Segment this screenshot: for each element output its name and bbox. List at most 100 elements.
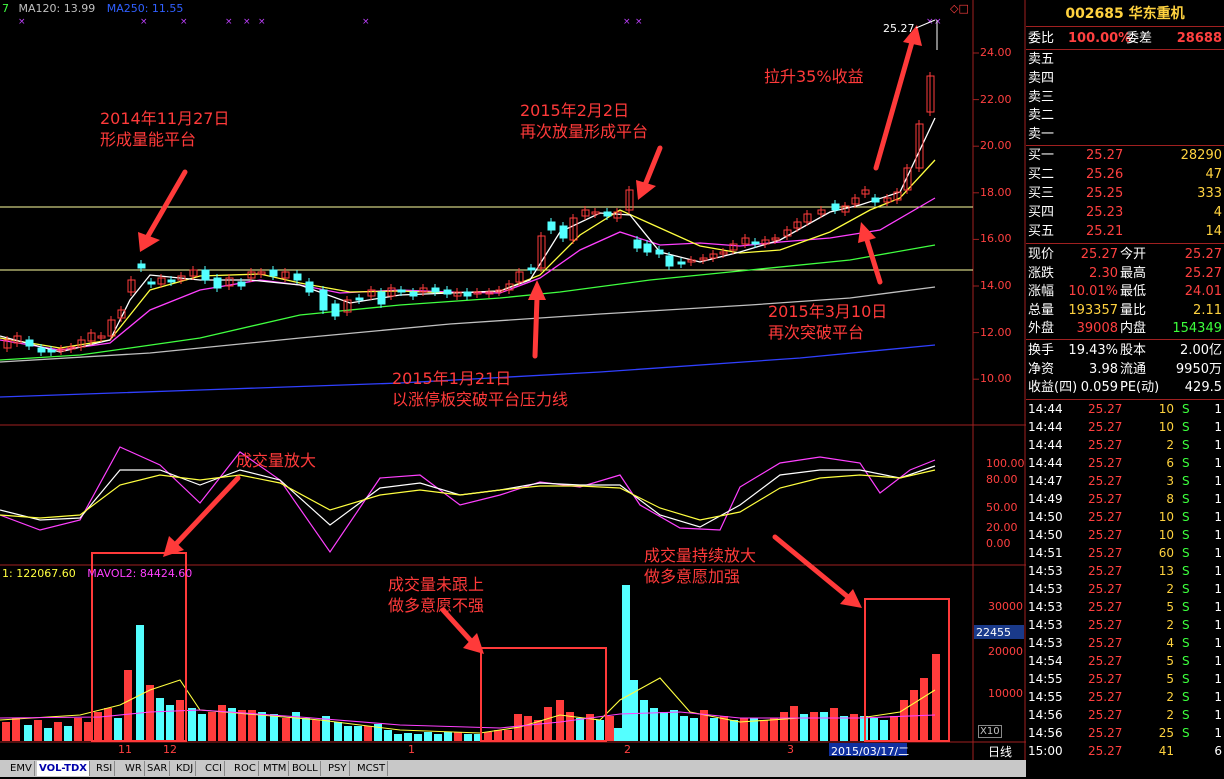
fundamental-value: 3.98 [1089, 361, 1118, 377]
volume-bar [2, 722, 10, 741]
volume-bar [104, 708, 112, 741]
fundamental-label: 股本 [1120, 343, 1147, 358]
sell-level-label: 卖二 [1028, 108, 1055, 124]
tab-mtm[interactable]: MTM [261, 761, 290, 776]
tick-price: 25.27 [1088, 438, 1123, 452]
vol-mark-box [974, 625, 1024, 639]
kline-chart-area[interactable]: ××× ××× ××× ×× [0, 0, 1026, 760]
arrow-a7 [440, 607, 475, 645]
trade-tick-row: 14:44 25.27 10 S 1 [1026, 418, 1224, 436]
quote-stat-row: 现价 25.27 今开 25.27 [1026, 246, 1224, 264]
tick-price: 25.27 [1088, 672, 1123, 686]
x10-label[interactable]: X10 [978, 725, 1002, 738]
max-price-leader [915, 19, 936, 29]
ma120-label: MA120: 13.99 [18, 2, 96, 15]
annotation-line: 2015年2月2日 [520, 101, 630, 120]
tick-side: S [1182, 618, 1190, 632]
volume-bar [622, 585, 630, 741]
tab-psy[interactable]: PSY [326, 761, 350, 776]
fundamental-label: 净资 [1028, 361, 1055, 377]
tab-roc[interactable]: ROC [232, 761, 259, 776]
quote-panel: 002685 华东重机 委比 100.00% 委差 28688 卖五 卖四 卖三 卖二… [1026, 0, 1224, 779]
annotation-line: 2015年3月10日 [768, 302, 888, 321]
candlestick [633, 239, 642, 249]
tick-count: 1 [1214, 438, 1222, 452]
x-axis-tick: 11 [118, 743, 132, 756]
tab-kdj[interactable]: KDJ [174, 761, 197, 776]
volume-bar [690, 718, 698, 741]
price-axis-tick: 12.00 [980, 325, 1012, 339]
tab-boll[interactable]: BOLL [290, 761, 321, 776]
volume-bar [544, 707, 552, 741]
vol-axis-tick: 30000 [988, 600, 1023, 613]
candlestick [3, 339, 12, 349]
volume-bar [24, 725, 32, 741]
date-box[interactable] [829, 743, 907, 756]
arrow-a5 [863, 234, 883, 285]
tick-time: 14:50 [1028, 528, 1063, 542]
tab-mcst[interactable]: MCST [355, 761, 389, 776]
candlestick [419, 287, 428, 293]
tab-wr[interactable]: WR [123, 761, 145, 776]
candlestick [117, 309, 126, 319]
corner-icons[interactable]: ◇□ [950, 2, 969, 15]
buy-level-label: 买一 [1028, 148, 1055, 163]
candlestick [537, 235, 546, 269]
sell-level-label: 卖四 [1028, 70, 1055, 86]
tab-vol-tdx[interactable]: VOL-TDX [37, 761, 90, 776]
tab-sar[interactable]: SAR [145, 761, 171, 776]
trade-tick-row: 14:44 25.27 6 S 1 [1026, 454, 1224, 472]
candlestick [147, 281, 156, 285]
candlestick [783, 229, 792, 237]
trade-tick-row: 14:51 25.27 60 S 1 [1026, 544, 1224, 562]
volume-bar [354, 726, 362, 741]
tab-emv[interactable]: EMV [8, 761, 35, 776]
candlestick [57, 348, 66, 352]
volume-bar [720, 716, 728, 741]
tab-cci[interactable]: CCI [203, 761, 225, 776]
tab-rsi[interactable]: RSI [94, 761, 116, 776]
x-axis-tick: 2 [624, 743, 631, 756]
annotation-line: 2014年11月27日 [100, 109, 230, 128]
volume-bar [504, 730, 512, 741]
ma-prefix: 7 [2, 2, 9, 15]
period-label[interactable]: 日线 [988, 745, 1013, 759]
candlestick [319, 289, 328, 311]
trade-tick-row: 14:56 25.27 25 S 1 [1026, 724, 1224, 742]
volume-bar [302, 718, 310, 741]
tick-volume: 6 [1166, 456, 1174, 470]
tick-price: 25.27 [1088, 420, 1123, 434]
annotation-volume-sustained: 成交量持续放大 做多意愿加强 [644, 545, 756, 587]
volume-bar [454, 732, 462, 741]
svg-text:×: × [623, 17, 631, 27]
stat-label: 现价 [1028, 247, 1055, 262]
tick-time: 14:44 [1028, 438, 1063, 452]
tick-side: S [1182, 708, 1190, 722]
volume-bar [238, 710, 246, 741]
vol-value: 1: 122067.60 [2, 567, 76, 580]
tick-time: 14:55 [1028, 690, 1063, 704]
volume-bar [890, 716, 898, 741]
candlestick [655, 249, 664, 255]
svg-text:×: × [180, 17, 188, 27]
ma250-label: MA250: 11.55 [106, 2, 184, 15]
volume-bar [374, 724, 382, 741]
volume-bar [830, 708, 838, 741]
candlestick [603, 211, 612, 217]
fundamental-value: 2.00亿 [1180, 343, 1222, 358]
candlestick [97, 335, 106, 339]
stat-label: 内盘 [1120, 321, 1147, 337]
svg-text:×: × [225, 17, 233, 27]
candlestick [751, 241, 760, 245]
trade-tick-row: 14:50 25.27 10 S 1 [1026, 508, 1224, 526]
tick-count: 1 [1214, 654, 1222, 668]
volume-bar [750, 718, 758, 741]
tick-time: 14:56 [1028, 726, 1063, 740]
candlestick [397, 289, 406, 293]
candlestick [213, 277, 222, 289]
sell-level-row: 卖五 [1026, 51, 1224, 69]
tick-volume: 2 [1166, 582, 1174, 596]
candlestick [463, 291, 472, 297]
tick-side: S [1182, 528, 1190, 542]
date-box-label[interactable]: 2015/03/17/二 [831, 745, 910, 758]
